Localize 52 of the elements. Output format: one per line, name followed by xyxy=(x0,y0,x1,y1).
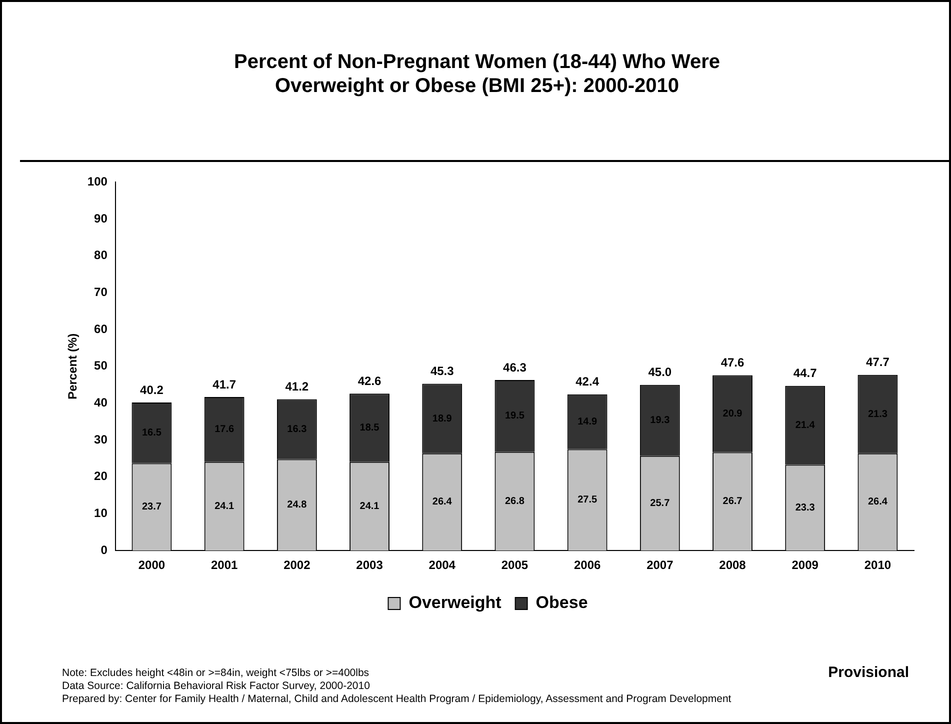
y-tick-label: 0 xyxy=(100,542,108,557)
data-label: 26.8 xyxy=(504,496,525,507)
total-label: 41.7 xyxy=(212,377,236,392)
x-tick-label: 2000 xyxy=(138,558,166,572)
legend-label: Overweight xyxy=(408,593,502,612)
total-label: 45.3 xyxy=(430,364,454,378)
x-tick-label: 2003 xyxy=(356,558,384,572)
data-label: 26.7 xyxy=(722,496,743,508)
x-tick-label: 2001 xyxy=(210,558,238,572)
y-tick-label: 20 xyxy=(94,469,108,484)
total-label: 42.4 xyxy=(576,374,600,389)
source-note: Data Source: California Behavioral Risk Factor Survey, 2000-2010 xyxy=(62,680,371,693)
data-label: 24.8 xyxy=(287,500,308,511)
total-label: 47.6 xyxy=(720,356,745,370)
total-label: 40.2 xyxy=(140,382,164,397)
y-tick-label: 10 xyxy=(94,506,108,520)
x-tick-label: 2008 xyxy=(719,558,746,572)
data-label: 23.3 xyxy=(795,502,816,514)
data-label: 26.4 xyxy=(868,496,888,508)
y-tick-label: 80 xyxy=(94,248,108,262)
total-label: 42.6 xyxy=(358,374,382,388)
text: Note: Excludes height <48in or >=84in, weight <75lbs or >=400lbs xyxy=(62,667,370,680)
x-tick-label: 2010 xyxy=(864,558,892,572)
data-label: 26.4 xyxy=(432,496,452,508)
y-tick-label: 60 xyxy=(94,322,108,336)
total-label: 44.7 xyxy=(793,366,818,380)
y-tick-label: 70 xyxy=(94,285,108,300)
y-tick-label: 90 xyxy=(94,211,108,226)
y-tick-label: 50 xyxy=(94,358,108,373)
data-label: 24.1 xyxy=(360,500,380,512)
y-tick-label: 30 xyxy=(94,432,108,446)
y-axis-title: Percent (%) xyxy=(66,333,80,400)
data-label: 23.7 xyxy=(142,502,162,513)
legend-label: Obese xyxy=(536,593,588,612)
total-label: 45.0 xyxy=(648,365,672,380)
text: Provisional xyxy=(828,664,909,681)
chart-title: Percent of Non-Pregnant Women (18-44) Who Were Overweight or Obese (BMI 25+): 2000-2010 xyxy=(233,50,721,98)
text: Prepared by: Center for Family Health / Maternal, Child and Adolescent Health Program / Epidemiology, Assessment and Program Development xyxy=(62,693,732,706)
data-label: 27.5 xyxy=(578,494,598,506)
data-label: 25.7 xyxy=(650,498,670,510)
data-label: 24.1 xyxy=(214,500,234,512)
total-label: 41.2 xyxy=(285,380,309,394)
total-label: 46.3 xyxy=(503,360,527,374)
x-tick-label: 2002 xyxy=(284,558,311,572)
x-tick-label: 2006 xyxy=(574,558,601,572)
x-tick-label: 2005 xyxy=(501,558,528,572)
x-tick-label: 2009 xyxy=(792,558,819,572)
y-tick-label: 40 xyxy=(94,396,108,410)
total-label: 47.7 xyxy=(866,355,890,370)
x-tick-label: 2004 xyxy=(428,558,456,572)
y-tick-label: 100 xyxy=(87,174,108,189)
x-tick-label: 2007 xyxy=(646,558,674,572)
